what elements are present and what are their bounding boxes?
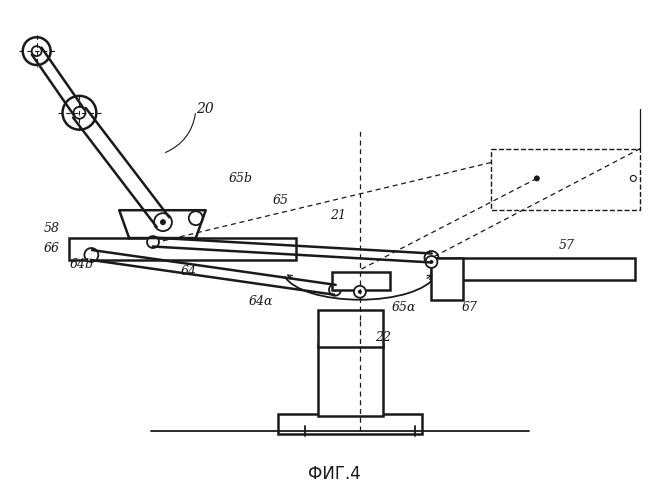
Text: 65b: 65b xyxy=(229,172,253,185)
Circle shape xyxy=(31,46,41,56)
Text: 64b: 64b xyxy=(70,258,94,272)
Bar xyxy=(318,344,383,416)
Text: 58: 58 xyxy=(43,222,60,234)
Circle shape xyxy=(425,256,438,268)
Bar xyxy=(491,148,640,210)
Text: 57: 57 xyxy=(559,238,575,252)
Bar xyxy=(278,414,421,434)
Circle shape xyxy=(333,288,337,292)
Circle shape xyxy=(358,290,362,294)
Bar xyxy=(70,238,296,260)
Bar xyxy=(318,310,383,348)
Circle shape xyxy=(74,107,86,118)
Circle shape xyxy=(189,211,203,225)
Circle shape xyxy=(329,284,341,296)
Text: 22: 22 xyxy=(375,331,391,344)
Circle shape xyxy=(354,286,366,298)
Circle shape xyxy=(154,213,172,231)
Circle shape xyxy=(147,236,159,248)
Text: ФИГ.4: ФИГ.4 xyxy=(308,465,361,483)
Text: 64: 64 xyxy=(181,266,197,278)
Bar xyxy=(432,258,463,300)
Bar xyxy=(432,258,636,280)
Text: 64α: 64α xyxy=(248,295,273,308)
Circle shape xyxy=(23,37,51,65)
Text: 21: 21 xyxy=(330,208,346,222)
Bar xyxy=(332,272,389,290)
Circle shape xyxy=(84,248,98,262)
Circle shape xyxy=(534,176,540,182)
Text: 67: 67 xyxy=(462,301,477,314)
Text: 65α: 65α xyxy=(391,301,416,314)
Text: 66: 66 xyxy=(43,242,60,254)
Text: 65: 65 xyxy=(272,194,288,207)
Circle shape xyxy=(425,251,438,265)
Polygon shape xyxy=(119,210,206,238)
Circle shape xyxy=(62,96,96,130)
Circle shape xyxy=(630,176,636,182)
Text: 20: 20 xyxy=(196,102,213,116)
Circle shape xyxy=(429,256,434,260)
Circle shape xyxy=(160,219,166,225)
Circle shape xyxy=(429,260,434,264)
